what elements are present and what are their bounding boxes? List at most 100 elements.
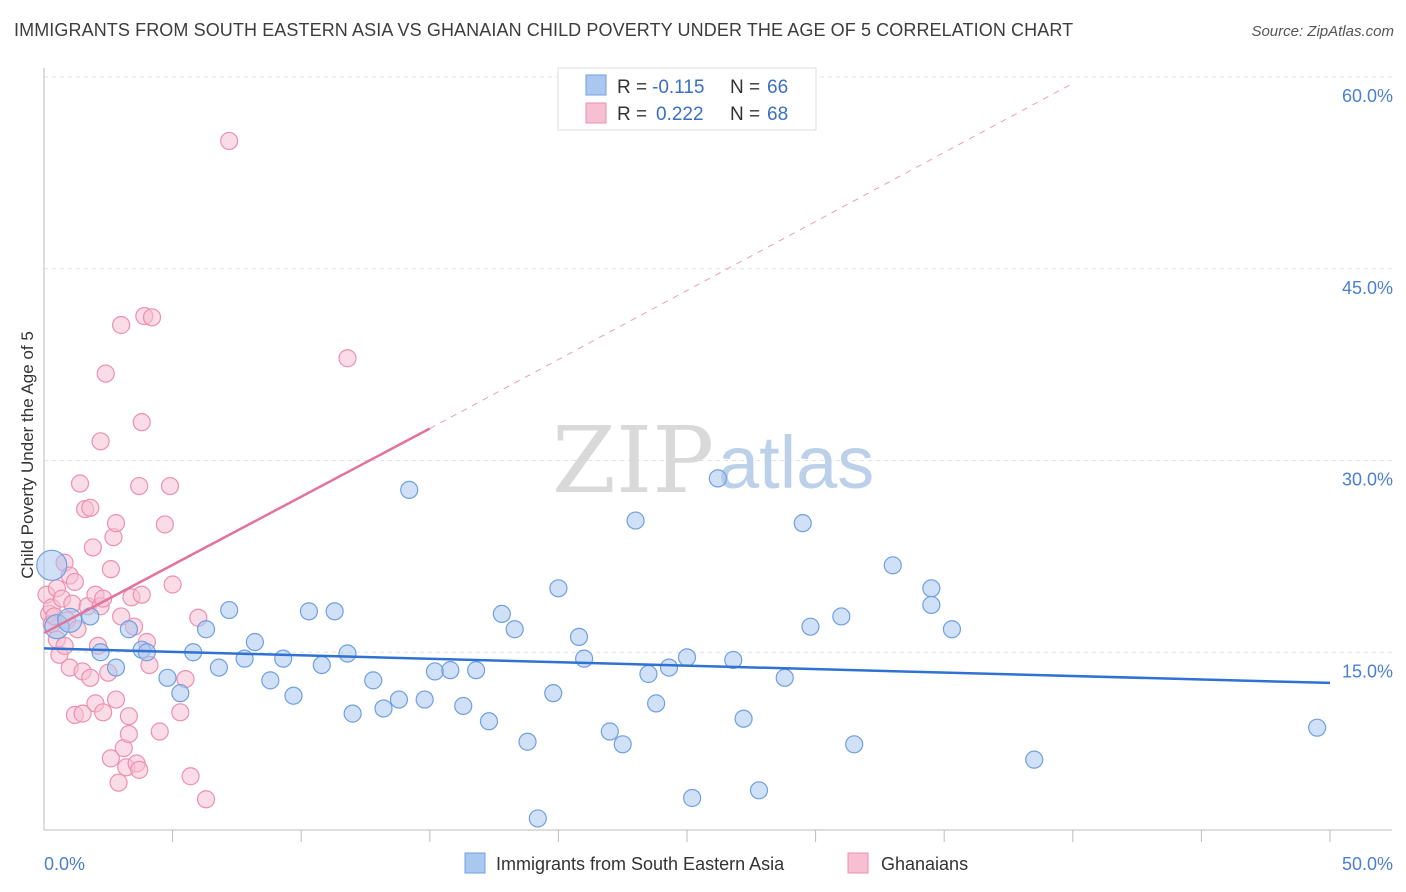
immigrants-point — [425, 662, 445, 681]
series-legend-swatch-pink — [847, 852, 869, 874]
immigrants-point — [325, 602, 344, 621]
immigrants-point — [639, 664, 658, 684]
ghanaians-point — [81, 668, 100, 687]
immigrants-point — [613, 735, 632, 754]
immigrants-point — [209, 658, 228, 677]
immigrants-point — [312, 655, 331, 675]
ghanaians-point — [150, 722, 169, 741]
immigrants-point — [775, 668, 794, 687]
immigrants-point — [708, 469, 727, 488]
y-axis-label: Child Poverty Under the Age of 5 — [18, 331, 37, 579]
immigrants-point — [119, 620, 138, 639]
ghanaians-point — [55, 636, 74, 655]
ghanaians-point — [109, 773, 128, 792]
ghanaians-point — [119, 724, 138, 744]
x-ticks — [172, 830, 1331, 842]
immigrants-point — [942, 620, 962, 639]
ghanaians-point — [163, 575, 182, 594]
immigrants-point — [793, 514, 812, 533]
chart-title: IMMIGRANTS FROM SOUTH EASTERN ASIA VS GH… — [14, 20, 1074, 40]
ghanaians-point — [91, 432, 110, 451]
immigrants-point — [528, 809, 547, 828]
ghanaians-point — [132, 413, 151, 432]
watermark-zip: ZIP — [552, 407, 714, 514]
ghanaians-points — [37, 131, 357, 809]
immigrants-point — [724, 650, 743, 670]
grid-lines — [44, 76, 1392, 653]
immigrants-point — [677, 648, 697, 667]
ghanaians-point — [119, 707, 138, 726]
immigrants-point — [883, 556, 902, 575]
ghanaians-point — [130, 760, 149, 779]
ghanaians-point — [101, 749, 120, 768]
immigrants-point — [1025, 750, 1044, 769]
legend-n-value-blue: 66 — [767, 77, 788, 98]
ghanaians-point — [155, 515, 174, 534]
ghanaians-point — [132, 585, 151, 604]
immigrants-point — [261, 671, 280, 690]
y-tick-label: 15.0% — [1342, 661, 1393, 681]
x-tick-label-min: 0.0% — [44, 854, 85, 874]
trend-lines — [43, 82, 1331, 685]
legend-n-value-pink: 68 — [767, 104, 788, 125]
immigrants-point — [575, 649, 594, 668]
immigrants-point — [647, 694, 666, 713]
immigrants-point — [845, 735, 864, 754]
immigrants-point — [220, 600, 239, 620]
immigrants-point — [749, 781, 769, 800]
ghanaians-point — [112, 315, 131, 335]
ghanaians-point — [196, 790, 216, 809]
immigrants-point — [518, 732, 537, 751]
ghanaians-point — [171, 703, 190, 722]
immigrants-point — [922, 579, 941, 598]
immigrants-point — [1308, 718, 1327, 737]
immigrants-point — [683, 788, 702, 808]
legend-n-label-pink: N = — [730, 104, 760, 125]
immigrants-point — [832, 607, 851, 626]
legend-n-label-blue: N = — [730, 77, 760, 98]
immigrants-point — [245, 632, 265, 652]
ghanaians-point — [130, 476, 149, 496]
legend-r-label-pink: R = — [617, 104, 647, 125]
immigrants-point — [569, 627, 589, 647]
immigrants-points — [36, 469, 1327, 828]
immigrants-point — [505, 620, 524, 639]
legend-r-label-blue: R = — [617, 77, 647, 98]
immigrants-point — [91, 643, 110, 662]
ghanaians-trend-extension — [429, 82, 1074, 429]
immigrants-point — [106, 658, 126, 677]
series-legend-label-blue: Immigrants from South Eastern Asia — [496, 854, 785, 874]
ghanaians-point — [220, 131, 239, 151]
immigrants-point — [600, 722, 619, 741]
y-tick-label: 60.0% — [1342, 86, 1393, 106]
ghanaians-point — [181, 767, 200, 786]
immigrants-point — [734, 709, 753, 728]
immigrants-point — [36, 549, 68, 581]
correlation-legend: R = -0.115 N = 66 R = 0.222 N = 68 — [557, 67, 817, 131]
immigrants-point — [389, 690, 409, 709]
legend-r-value-blue: -0.115 — [652, 77, 704, 98]
ghanaians-point — [160, 476, 180, 496]
immigrants-point — [374, 699, 393, 718]
immigrants-trend-line — [43, 647, 1331, 685]
ghanaians-point — [96, 364, 115, 383]
immigrants-point — [343, 704, 362, 723]
legend-swatch-blue — [585, 74, 607, 96]
ghanaians-point — [73, 704, 92, 723]
y-tick-label: 30.0% — [1342, 470, 1393, 490]
legend-r-value-pink: 0.222 — [656, 104, 704, 125]
ghanaians-point — [142, 308, 162, 327]
x-tick-label-max: 50.0% — [1342, 854, 1393, 874]
immigrants-point — [284, 686, 303, 705]
series-legend-swatch-blue — [464, 852, 486, 874]
immigrants-point — [466, 661, 486, 680]
y-tick-labels: 15.0% 30.0% 45.0% 60.0% — [1342, 86, 1393, 681]
immigrants-point — [158, 668, 177, 687]
immigrants-point — [922, 595, 941, 615]
immigrants-point — [274, 649, 293, 668]
immigrants-point — [171, 684, 190, 703]
ghanaians-point — [338, 349, 357, 368]
series-legend: Immigrants from South Eastern Asia Ghana… — [464, 852, 968, 874]
immigrants-point — [454, 696, 473, 716]
